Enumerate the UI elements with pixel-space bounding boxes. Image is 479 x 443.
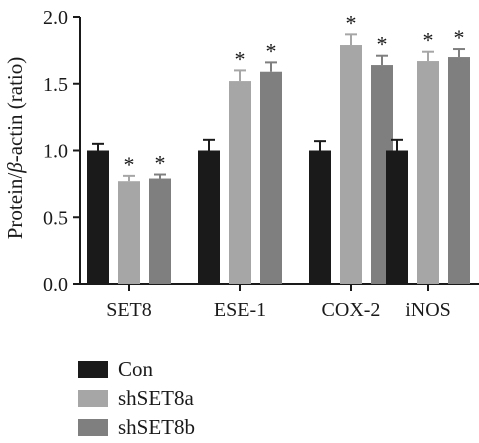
significance-marker: * <box>124 152 135 177</box>
legend-swatch-con <box>78 361 108 378</box>
bar <box>198 150 220 284</box>
bar <box>386 150 408 284</box>
significance-marker: * <box>377 32 388 57</box>
x-tick-label: ESE-1 <box>214 299 266 321</box>
bar <box>118 181 140 284</box>
significance-marker: * <box>155 151 166 176</box>
significance-marker: * <box>454 25 465 50</box>
y-axis-label-beta: β <box>3 162 27 174</box>
bar-chart: 0.00.51.01.52.0 SET8 ESE-1 COX-2 iNOS * ** **… <box>3 7 479 321</box>
y-tick-label: 1.5 <box>43 74 68 96</box>
y-tick-label: 0.5 <box>43 207 68 229</box>
y-tick-label: 2.0 <box>43 7 68 29</box>
significance-marker: * <box>346 10 357 35</box>
y-axis-label-part-2: -actin (ratio) <box>3 57 27 163</box>
legend-label-shset8b: shSET8b <box>118 415 196 439</box>
x-tick-label: COX-2 <box>322 299 381 321</box>
bar <box>229 81 251 284</box>
significance-marker: * <box>266 38 277 63</box>
bar <box>87 150 109 284</box>
significance-marker: * <box>235 46 246 71</box>
y-axis: 0.0 0.5 1.0 1.5 2.0 <box>43 7 81 296</box>
legend-label-con: Con <box>118 357 154 381</box>
bar <box>309 150 331 284</box>
y-axis-label: Protein/β-actin (ratio) <box>3 57 27 240</box>
x-tick-label: SET8 <box>106 299 152 321</box>
bar <box>340 45 362 284</box>
bar <box>448 57 470 284</box>
legend-label-shset8a: shSET8a <box>118 386 194 410</box>
bar <box>149 178 171 284</box>
bars-group: * * * * * * * * <box>87 10 470 285</box>
y-axis-label-part-1: Protein/ <box>3 173 27 240</box>
x-axis: SET8 ESE-1 COX-2 iNOS <box>80 283 479 321</box>
legend-swatch-shset8a <box>78 390 108 407</box>
significance-marker: * <box>423 28 434 53</box>
x-tick-label: iNOS <box>405 299 451 321</box>
y-tick-label: 0.0 <box>43 274 68 296</box>
bar <box>417 61 439 285</box>
y-tick-label: 1.0 <box>43 141 68 163</box>
legend-swatch-shset8b <box>78 419 108 436</box>
bar <box>260 71 282 284</box>
